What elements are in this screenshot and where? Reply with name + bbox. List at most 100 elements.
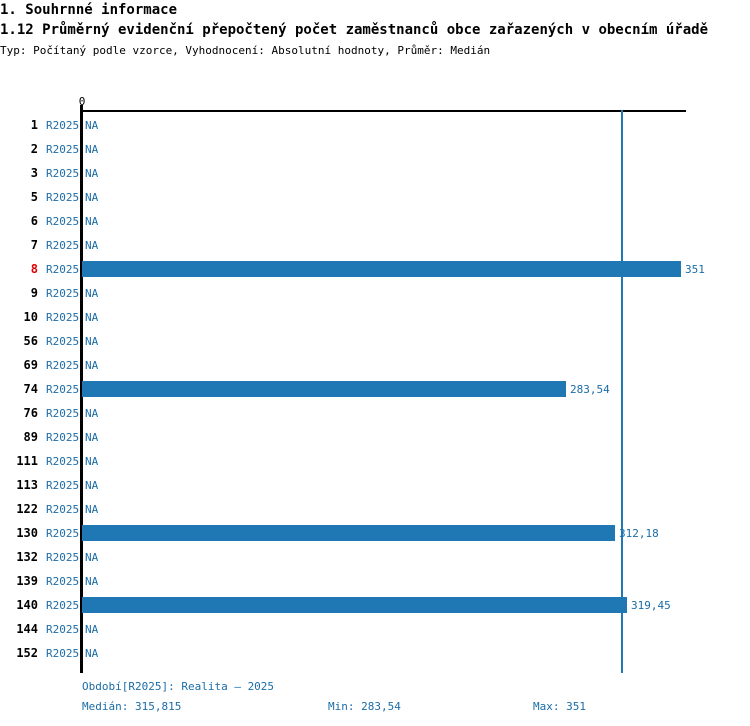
row-na-label: NA	[85, 287, 99, 300]
row-series-label: R2025	[46, 455, 80, 468]
chart-row[interactable]: 152 R2025 NA	[0, 641, 750, 665]
row-index-label: 2	[30, 142, 38, 156]
row-na-label: NA	[85, 311, 99, 324]
row-index-label: 56	[23, 334, 38, 348]
row-index-label: 5	[30, 190, 38, 204]
chart-row[interactable]: 89 R2025 NA	[0, 425, 750, 449]
row-series-label: R2025	[46, 575, 80, 588]
row-index-label: 6	[30, 214, 38, 228]
chart-row[interactable]: 122 R2025 NA	[0, 497, 750, 521]
row-index-label: 74	[23, 382, 38, 396]
row-na-label: NA	[85, 239, 99, 252]
chart-bar[interactable]	[82, 597, 627, 613]
chart-row[interactable]: 1 R2025 NA	[0, 113, 750, 137]
row-series-label: R2025	[46, 551, 80, 564]
chart-row[interactable]: 144 R2025 NA	[0, 617, 750, 641]
stat-median-label: Medián: 315,815	[82, 700, 182, 713]
row-index-label: 3	[30, 166, 38, 180]
chart-meta-line: Typ: Počítaný podle vzorce, Vyhodnocení:…	[0, 44, 491, 57]
row-series-label: R2025	[46, 527, 80, 540]
stat-min-label: Min: 283,54	[328, 700, 401, 713]
median-gridline	[621, 110, 623, 673]
row-index-label: 1	[30, 118, 38, 132]
row-na-label: NA	[85, 575, 99, 588]
chart-bar[interactable]	[82, 525, 615, 541]
chart-row[interactable]: 8 R2025 351	[0, 257, 750, 281]
chart-footer: Období[R2025]: Realita – 2025 Medián: 31…	[0, 680, 750, 720]
row-index-label: 76	[23, 406, 38, 420]
row-series-label: R2025	[46, 647, 80, 660]
row-index-label: 140	[16, 598, 38, 612]
chart-row[interactable]: 69 R2025 NA	[0, 353, 750, 377]
row-series-label: R2025	[46, 383, 80, 396]
chart-row[interactable]: 5 R2025 NA	[0, 185, 750, 209]
y-axis-line	[80, 105, 83, 673]
stats-row: Medián: 315,815 Min: 283,54 Max: 351	[0, 700, 750, 720]
chart-row[interactable]: 74 R2025 283,54	[0, 377, 750, 401]
row-na-label: NA	[85, 119, 99, 132]
chart-row[interactable]: 10 R2025 NA	[0, 305, 750, 329]
row-series-label: R2025	[46, 287, 80, 300]
row-series-label: R2025	[46, 335, 80, 348]
chart-row[interactable]: 7 R2025 NA	[0, 233, 750, 257]
row-index-label: 111	[16, 454, 38, 468]
bar-value-label: 351	[685, 263, 705, 276]
row-series-label: R2025	[46, 431, 80, 444]
stat-max-label: Max: 351	[533, 700, 586, 713]
page-title: 1.12 Průměrný evidenční přepočtený počet…	[0, 22, 709, 38]
row-series-label: R2025	[46, 311, 80, 324]
legend-row: Období[R2025]: Realita – 2025	[0, 680, 750, 700]
chart-row[interactable]: 130 R2025 312,18	[0, 521, 750, 545]
chart-row[interactable]: 113 R2025 NA	[0, 473, 750, 497]
x-axis-tick-label-0: 0	[78, 95, 86, 108]
x-axis-line	[82, 110, 686, 112]
report-header: 1. Souhrnné informace 1.12 Průměrný evid…	[0, 0, 750, 58]
row-series-label: R2025	[46, 599, 80, 612]
row-na-label: NA	[85, 407, 99, 420]
chart-row[interactable]: 3 R2025 NA	[0, 161, 750, 185]
row-index-label: 139	[16, 574, 38, 588]
row-index-label: 152	[16, 646, 38, 660]
row-na-label: NA	[85, 335, 99, 348]
row-index-label: 130	[16, 526, 38, 540]
chart-row[interactable]: 9 R2025 NA	[0, 281, 750, 305]
row-series-label: R2025	[46, 407, 80, 420]
section-heading: 1. Souhrnné informace	[0, 2, 178, 18]
row-index-label: 89	[23, 430, 38, 444]
chart-row[interactable]: 76 R2025 NA	[0, 401, 750, 425]
row-na-label: NA	[85, 623, 99, 636]
row-na-label: NA	[85, 431, 99, 444]
row-index-label: 7	[30, 238, 38, 252]
chart-row[interactable]: 2 R2025 NA	[0, 137, 750, 161]
row-index-label: 113	[16, 478, 38, 492]
bar-chart: 0 1 R2025 NA 2 R2025 NA 3 R2025 NA 5 R2025 NA 6 R2025…	[0, 96, 750, 676]
row-index-label: 9	[30, 286, 38, 300]
bar-value-label: 283,54	[570, 383, 610, 396]
row-na-label: NA	[85, 455, 99, 468]
row-series-label: R2025	[46, 215, 80, 228]
row-series-label: R2025	[46, 479, 80, 492]
row-index-label: 144	[16, 622, 38, 636]
row-series-label: R2025	[46, 263, 80, 276]
row-series-label: R2025	[46, 239, 80, 252]
row-na-label: NA	[85, 479, 99, 492]
row-na-label: NA	[85, 215, 99, 228]
chart-row[interactable]: 6 R2025 NA	[0, 209, 750, 233]
row-na-label: NA	[85, 551, 99, 564]
chart-bar[interactable]	[82, 261, 681, 277]
chart-bar[interactable]	[82, 381, 566, 397]
chart-row[interactable]: 56 R2025 NA	[0, 329, 750, 353]
chart-row[interactable]: 111 R2025 NA	[0, 449, 750, 473]
chart-row[interactable]: 139 R2025 NA	[0, 569, 750, 593]
legend-period-label: Období[R2025]: Realita – 2025	[82, 680, 275, 693]
row-na-label: NA	[85, 359, 99, 372]
row-na-label: NA	[85, 143, 99, 156]
row-series-label: R2025	[46, 191, 80, 204]
row-index-label: 122	[16, 502, 38, 516]
chart-row[interactable]: 132 R2025 NA	[0, 545, 750, 569]
row-series-label: R2025	[46, 143, 80, 156]
chart-row[interactable]: 140 R2025 319,45	[0, 593, 750, 617]
row-index-label: 10	[23, 310, 38, 324]
bar-value-label: 319,45	[631, 599, 671, 612]
row-series-label: R2025	[46, 119, 80, 132]
